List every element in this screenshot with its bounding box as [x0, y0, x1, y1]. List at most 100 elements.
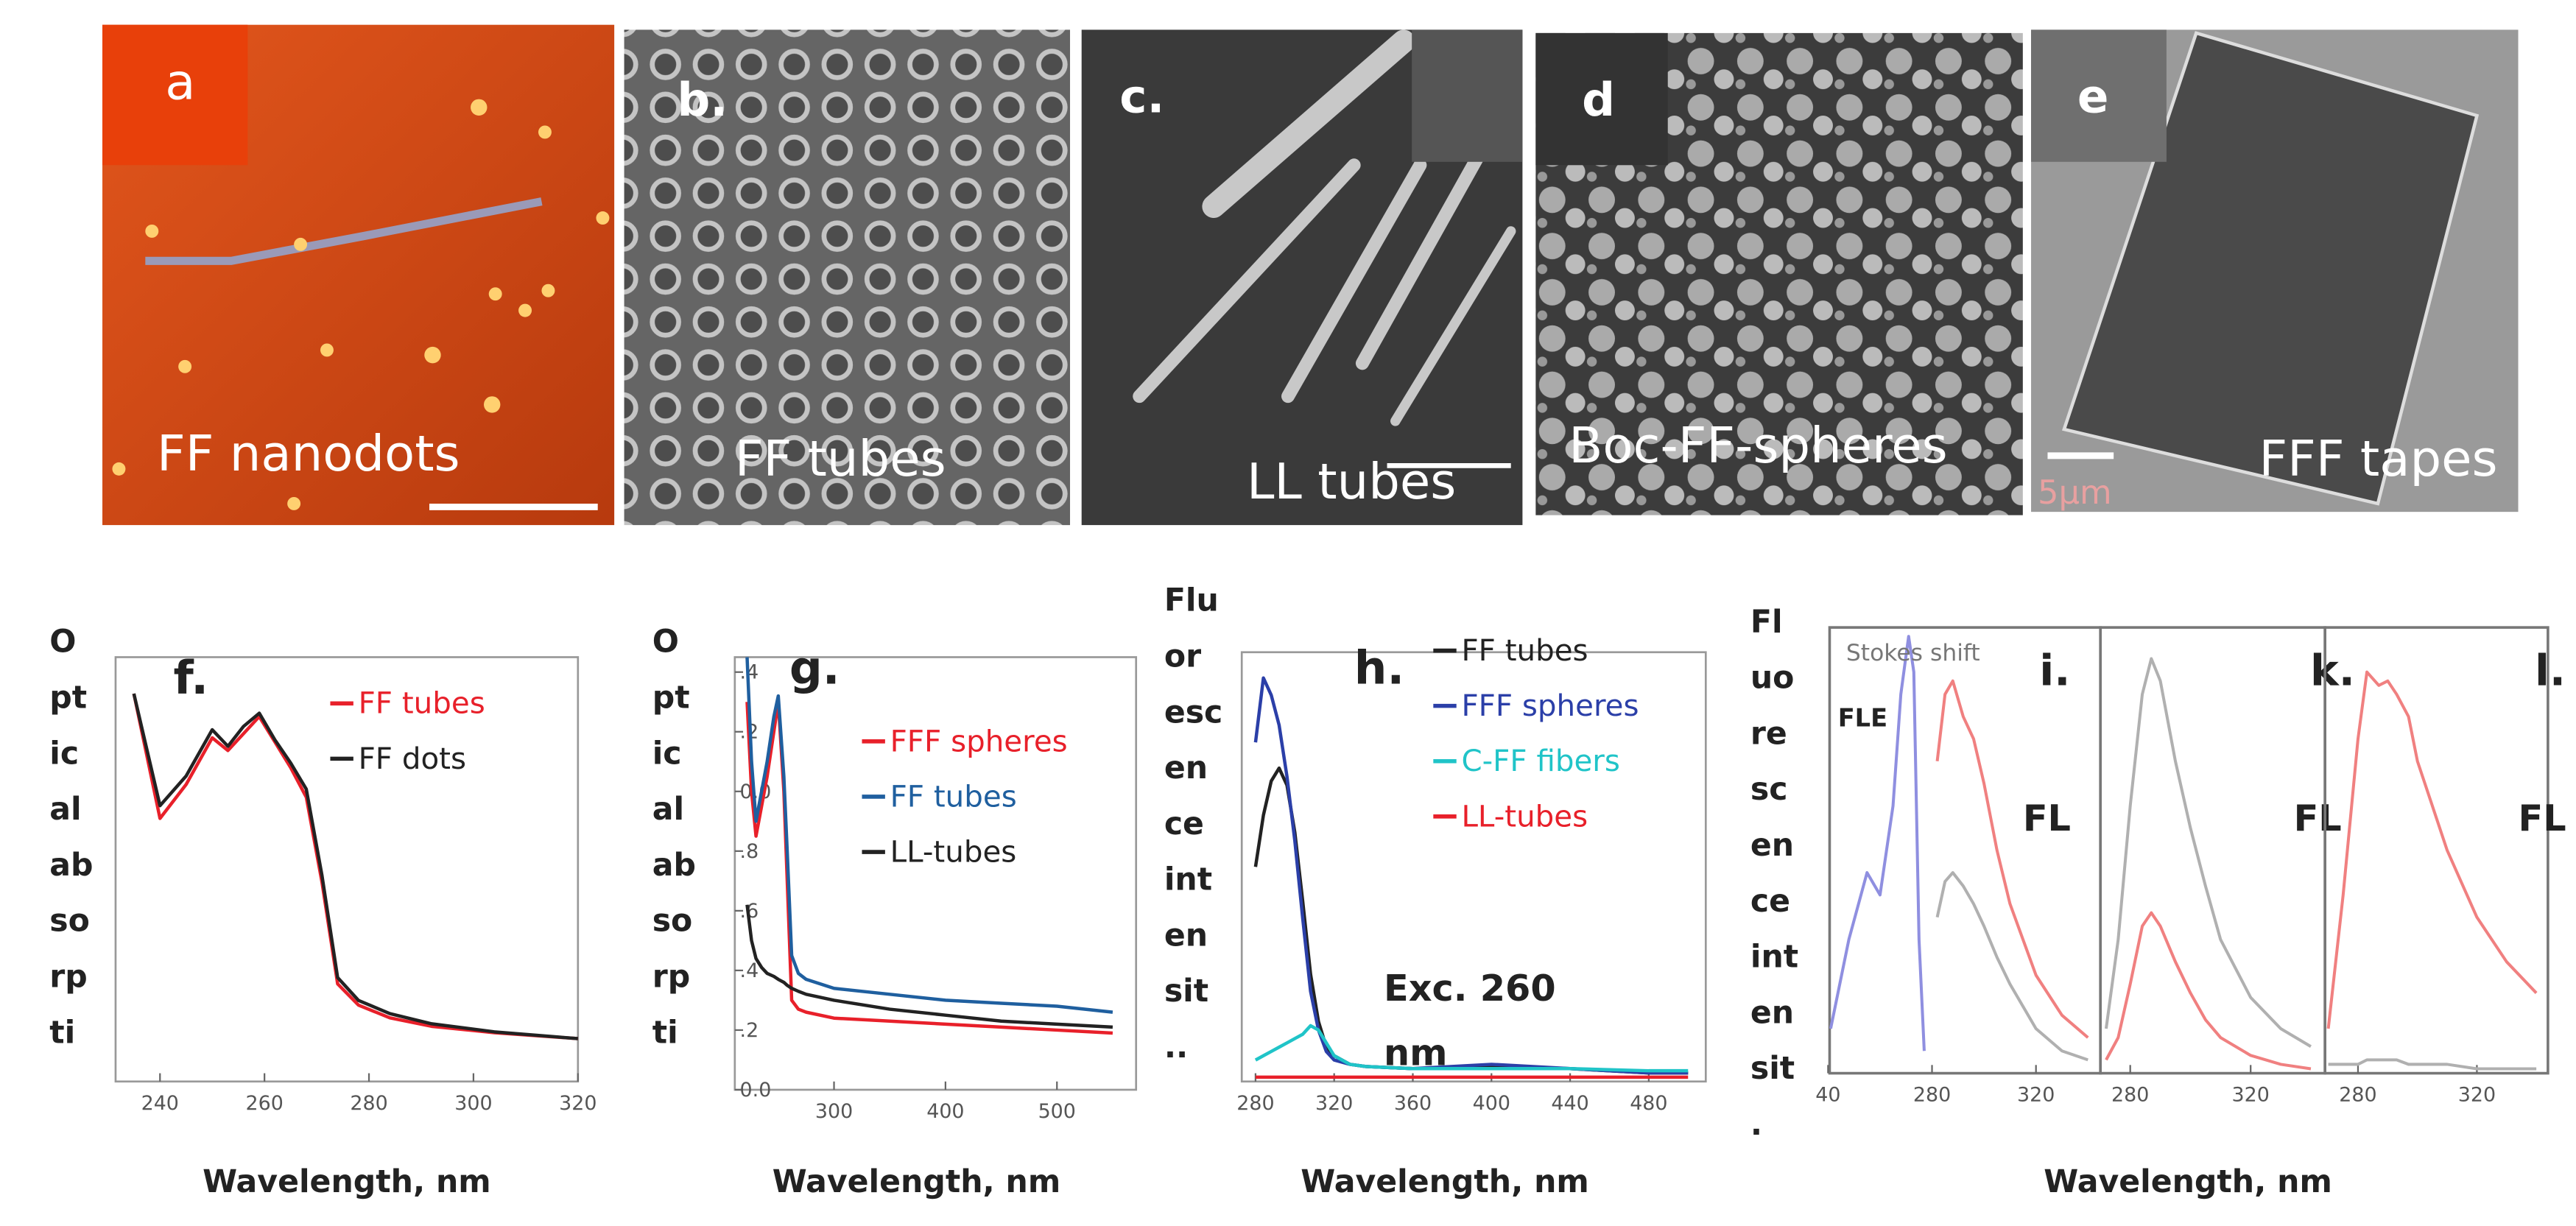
panel-label: l.	[2535, 646, 2566, 696]
plot-frame	[2323, 626, 2549, 1075]
annotation: FL	[2294, 797, 2342, 839]
y-axis-label: ic	[652, 735, 682, 772]
y-axis-label: ic	[49, 735, 79, 772]
plot-frame	[1240, 651, 1707, 1083]
caption: LL tubes	[1247, 453, 1456, 510]
label-box	[102, 24, 248, 166]
annotation: FLE	[1838, 704, 1887, 733]
y-axis-label: re	[1750, 715, 1787, 752]
series-line	[745, 657, 1113, 1014]
panel-label: i.	[2039, 646, 2070, 696]
series-line	[132, 693, 578, 1040]
inset	[1412, 29, 1523, 162]
x-axis-label: Wavelength, nm	[2044, 1163, 2332, 1200]
series-line	[1253, 676, 1689, 1075]
legend-label: FFF spheres	[1461, 688, 1639, 723]
label-box	[2031, 29, 2167, 162]
y-axis-label: ab	[49, 847, 93, 884]
y-axis-label: ti	[49, 1014, 75, 1051]
panel-a: a FF nanodots	[102, 24, 615, 526]
y-tick-label: .2	[740, 1019, 759, 1042]
plot-frame	[114, 656, 580, 1083]
y-tick-label: .8	[740, 840, 759, 863]
y-axis-label: so	[49, 903, 90, 940]
y-axis-label: or	[1164, 638, 1201, 674]
dots	[112, 99, 610, 510]
x-axis-label: Wavelength, nm	[773, 1163, 1061, 1200]
legend-label: FF tubes	[1461, 633, 1588, 668]
caption: Boc-FF-spheres	[1569, 417, 1947, 474]
y-axis-label: sc	[1750, 771, 1788, 808]
legend-label: LL-tubes	[890, 835, 1017, 870]
y-tick-label: 0.0	[740, 1079, 772, 1102]
series-line	[132, 693, 578, 1040]
plot-frame	[733, 656, 1138, 1091]
y-axis-label: ce	[1750, 883, 1790, 920]
x-axis-label: Wavelength, nm	[1301, 1163, 1589, 1200]
y-axis-label: pt	[652, 680, 690, 716]
series-line	[1935, 871, 2088, 1062]
scale-label: 5μm	[2038, 473, 2112, 512]
x-tick-label: 400	[1473, 1092, 1510, 1115]
series-line	[1935, 679, 2089, 1039]
y-axis-label: rp	[49, 958, 88, 995]
panel-label: g.	[789, 641, 840, 694]
x-tick-label: 300	[815, 1100, 853, 1123]
x-tick-label: 400	[926, 1100, 964, 1123]
tubes	[1133, 29, 1516, 426]
x-tick-label: 280	[2339, 1084, 2376, 1107]
x-tick-label: 320	[559, 1092, 597, 1115]
series-line	[2105, 911, 2312, 1071]
y-axis-label: uo	[1750, 660, 1795, 697]
panel-label: c.	[1119, 70, 1164, 124]
x-tick-label: 280	[1913, 1084, 1951, 1107]
annotation: FL	[2023, 797, 2071, 839]
panel-d: d Boc-FF-spheres	[1535, 32, 2023, 515]
x-tick-label: 320	[1315, 1092, 1353, 1115]
series-line	[2326, 670, 2538, 1029]
y-axis-label: ti	[652, 1014, 678, 1051]
x-tick-label: 500	[1038, 1100, 1076, 1123]
series-line	[2328, 1058, 2537, 1071]
x-tick-label: 320	[2458, 1084, 2496, 1107]
x-tick-label: 40	[1815, 1084, 1840, 1107]
annotation: Exc. 260	[1384, 967, 1556, 1010]
series-line	[745, 904, 1113, 1029]
series-line	[1829, 635, 1926, 1051]
y-axis-label: .	[1750, 1106, 1762, 1143]
series-line	[2104, 657, 2312, 1048]
y-axis-label: rp	[652, 958, 691, 995]
panel-c: c. LL tubes	[1081, 29, 1523, 526]
y-axis-label: ce	[1164, 806, 1204, 842]
y-axis-label: esc	[1164, 694, 1223, 730]
legend-label: FFF spheres	[890, 724, 1068, 758]
legend-label: C-FF fibers	[1461, 744, 1620, 778]
y-axis-label: int	[1750, 939, 1798, 976]
y-axis-label: ab	[652, 847, 696, 884]
x-axis-label: Wavelength, nm	[203, 1163, 491, 1200]
caption: FF nanodots	[157, 425, 460, 482]
tape	[2061, 31, 2480, 506]
y-tick-label: .4	[740, 959, 759, 982]
x-tick-label: 440	[1551, 1092, 1588, 1115]
y-axis-label: Fl	[1750, 604, 1783, 641]
legend-label: FF tubes	[890, 779, 1017, 814]
label-box	[1535, 32, 1668, 166]
annotation: Stokes shift	[1846, 640, 1980, 666]
y-axis-label: sit	[1164, 973, 1208, 1010]
y-axis-label: sit	[1750, 1050, 1795, 1087]
panel-label: a	[165, 54, 195, 111]
y-axis-label: en	[1750, 827, 1794, 864]
x-tick-label: 320	[2017, 1084, 2055, 1107]
plot-frame	[2099, 626, 2326, 1075]
panel-label: k.	[2310, 646, 2355, 696]
series-line	[1254, 1024, 1689, 1073]
caption: FF tubes	[735, 430, 946, 487]
x-tick-label: 320	[2232, 1084, 2270, 1107]
legend-label: FF dots	[359, 741, 466, 776]
panel-label: d	[1582, 73, 1615, 127]
y-axis-label: al	[49, 791, 81, 828]
x-tick-label: 260	[245, 1092, 283, 1115]
caption: FFF tapes	[2259, 430, 2497, 487]
